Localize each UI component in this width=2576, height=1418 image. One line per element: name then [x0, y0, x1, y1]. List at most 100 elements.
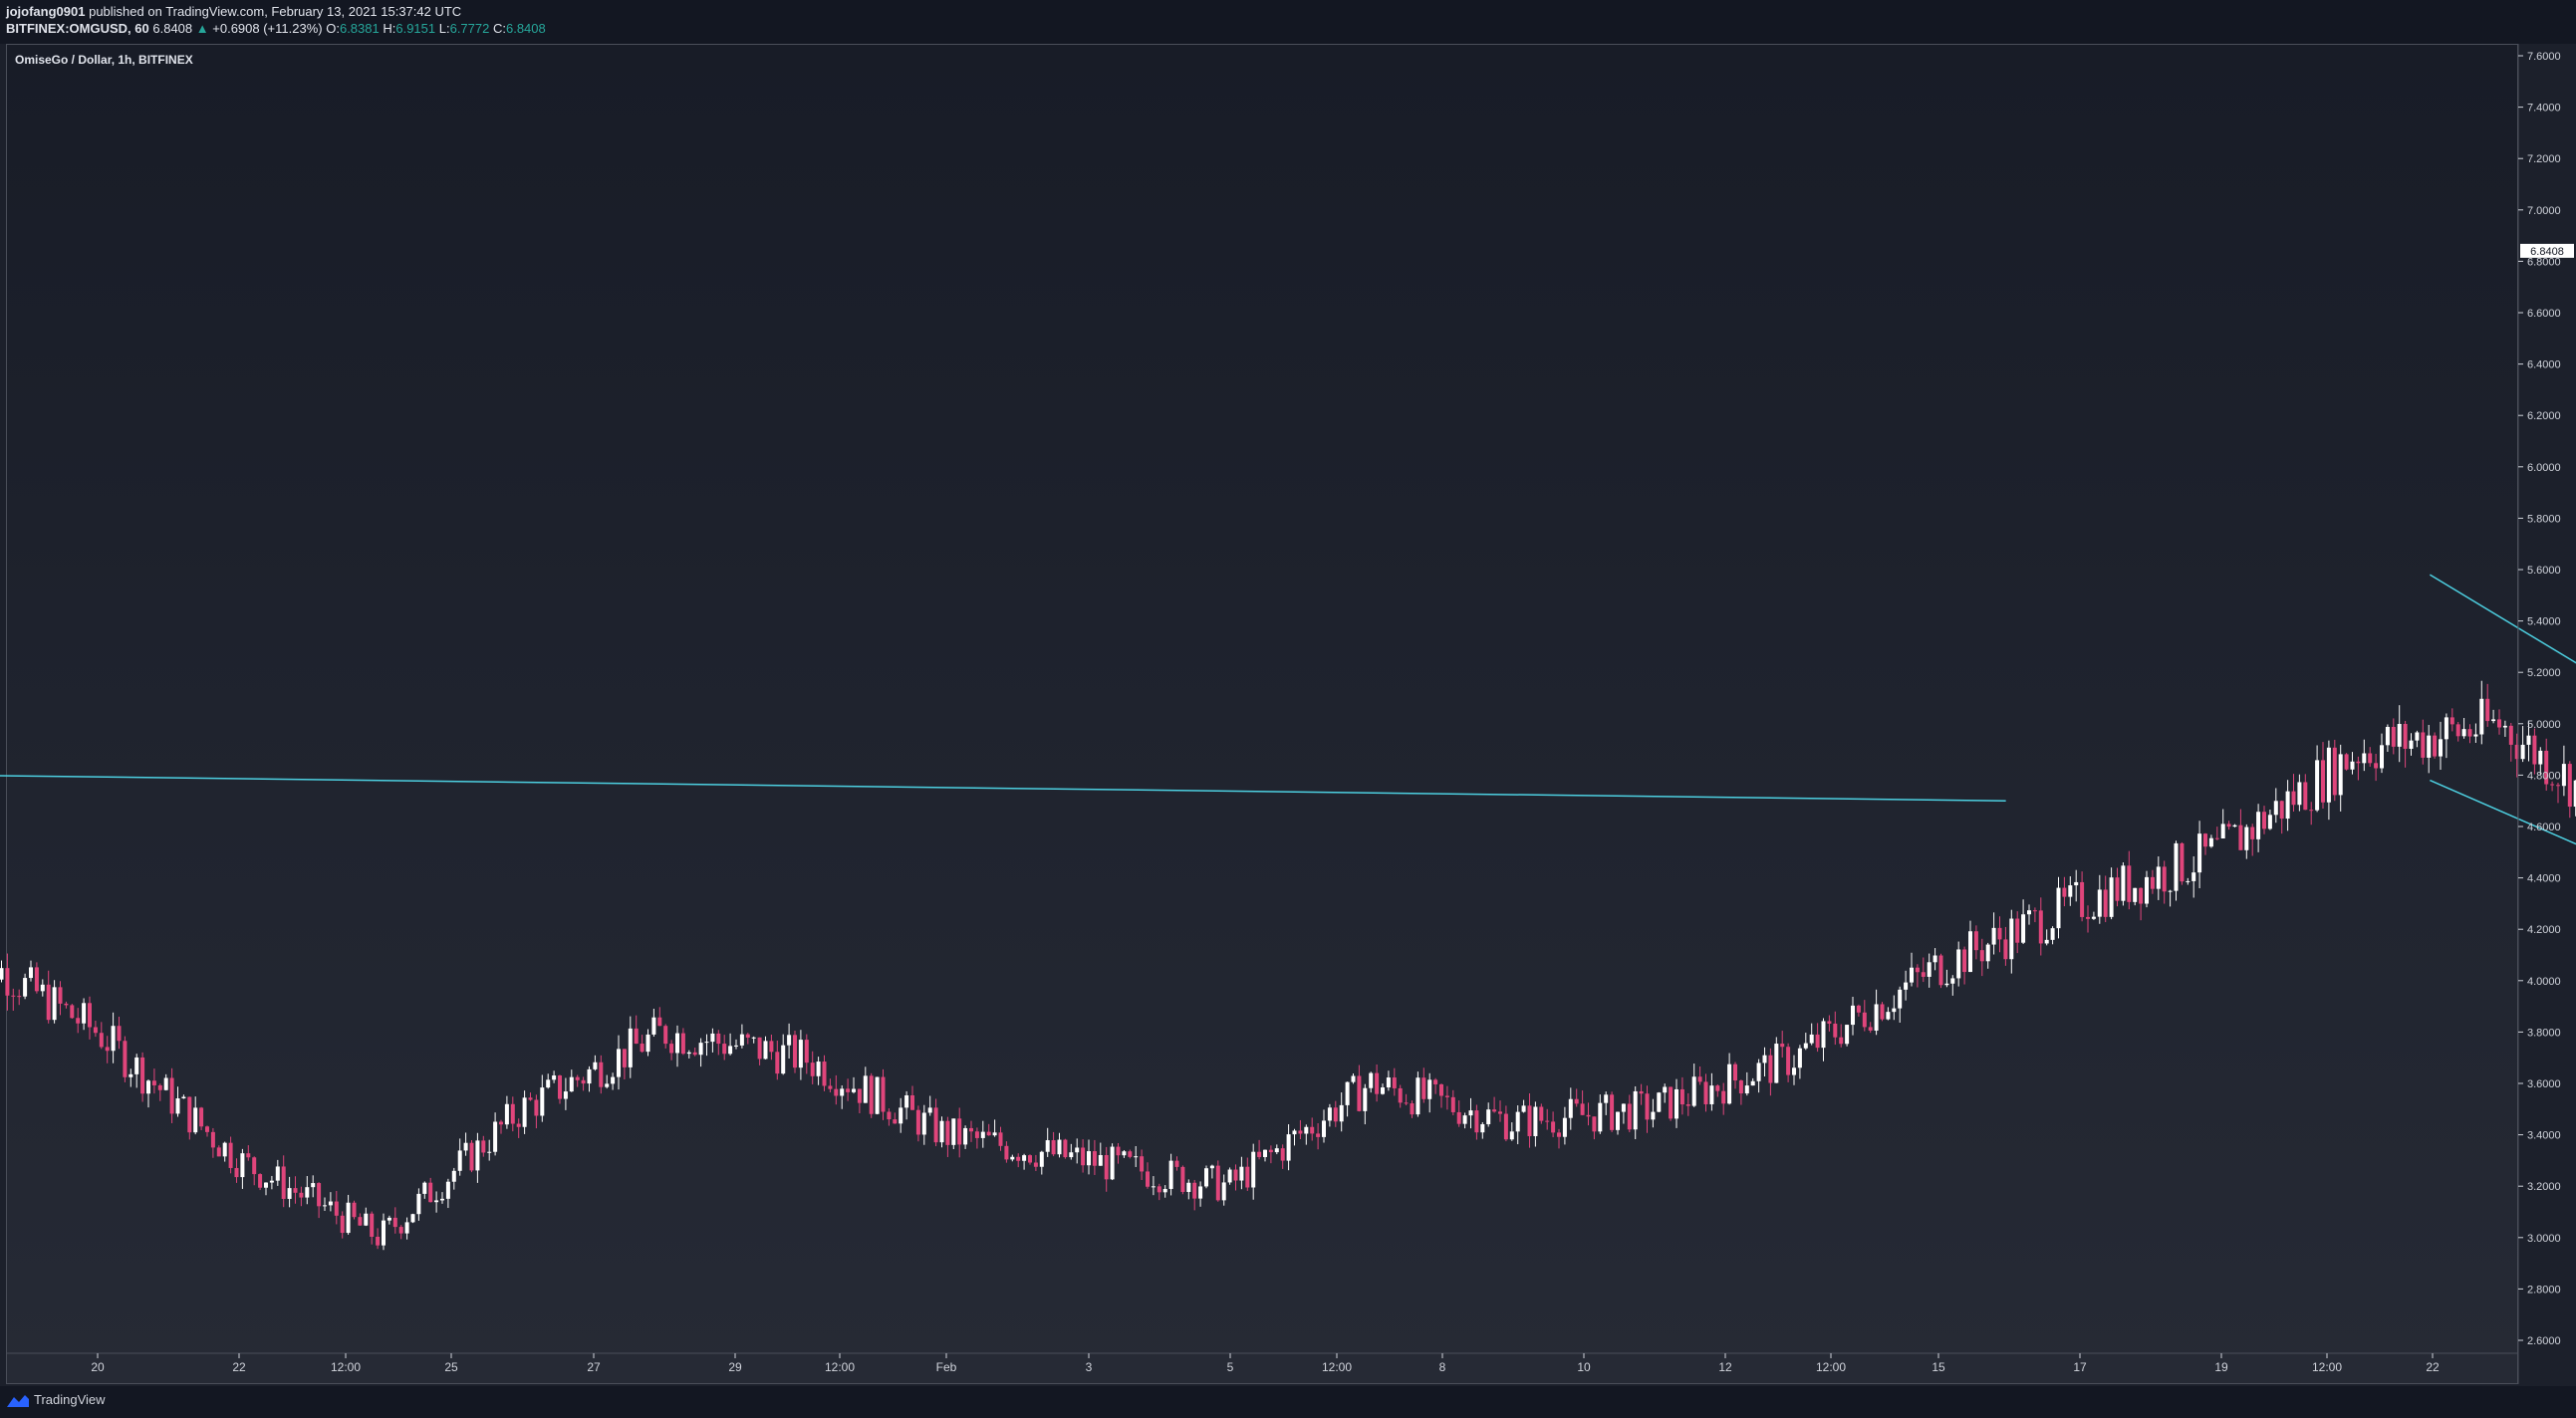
candle [569, 1069, 574, 1092]
candle-body [370, 1213, 375, 1237]
candle [1774, 1037, 1779, 1083]
time-tick-label: 17 [2073, 1360, 2087, 1374]
candle [2097, 874, 2102, 924]
candle [1768, 1048, 1773, 1096]
candle-body [2380, 745, 2384, 769]
candle [1057, 1132, 1062, 1158]
time-tick-label: 19 [2214, 1360, 2228, 1374]
candle [2520, 726, 2525, 763]
candle [1657, 1091, 1662, 1112]
price-tick-label: 6.8000 [2527, 256, 2561, 268]
candle [927, 1095, 932, 1116]
candle [1932, 948, 1937, 971]
candle [46, 970, 51, 1024]
candle [1381, 1083, 1385, 1095]
candle-body [969, 1127, 973, 1132]
candle-body [2003, 939, 2008, 960]
candle-body [1110, 1146, 1115, 1180]
candle [311, 1175, 316, 1198]
candle [1386, 1070, 1391, 1091]
candle-body [1351, 1075, 1356, 1082]
candle [370, 1211, 375, 1245]
time-axis[interactable]: 20 22 12:00 25 27 29 12:00 Feb 3 5 12:00 8 10 12 12:00… [6, 1352, 2518, 1374]
candle-body [710, 1033, 715, 1043]
price-tick-label: 6.4000 [2527, 359, 2561, 371]
candle-body [722, 1044, 727, 1055]
candle [58, 981, 63, 1016]
candle [546, 1073, 551, 1089]
price-chart[interactable]: 7.6000 7.4000 7.2000 7.0000 6.8000 6.6000 6.40… [0, 0, 2576, 1386]
candle-body [246, 1153, 251, 1158]
candle [822, 1055, 827, 1091]
candle [2197, 821, 2202, 888]
candle-body [93, 1027, 98, 1034]
price-tick-label: 5.4000 [2527, 616, 2561, 628]
tradingview-logo-icon[interactable] [6, 1393, 30, 1409]
candle [428, 1177, 433, 1203]
candle-body [1979, 950, 1984, 962]
candle-body [487, 1151, 492, 1153]
candle-body [58, 987, 63, 1004]
candle-body [2514, 744, 2519, 760]
candle-body [1357, 1075, 1362, 1111]
candle-body [1797, 1048, 1802, 1068]
candle [1257, 1139, 1262, 1160]
candle [1845, 1024, 1850, 1047]
candle [2262, 806, 2266, 834]
candle-body [1198, 1186, 1203, 1199]
candle-body [1162, 1188, 1167, 1193]
candle [445, 1178, 450, 1209]
candle [1551, 1111, 1556, 1138]
candle [1204, 1165, 1208, 1189]
candle-body [1174, 1160, 1179, 1167]
candle [34, 962, 39, 994]
candle [669, 1040, 674, 1061]
candle [640, 1035, 644, 1054]
time-tick-label: 5 [1227, 1360, 1234, 1374]
candle [980, 1120, 985, 1148]
candle-body [1268, 1149, 1273, 1153]
candle [2021, 899, 2026, 945]
candle [1833, 1011, 1838, 1046]
author-name[interactable]: jojofang0901 [6, 4, 86, 19]
candle [734, 1039, 738, 1050]
tradingview-brand[interactable]: TradingView [34, 1392, 106, 1407]
candle-body [1568, 1098, 1573, 1118]
candle [2291, 774, 2296, 813]
candle-body [1363, 1087, 1368, 1111]
candle [463, 1132, 468, 1156]
candle-body [1750, 1080, 1755, 1086]
candle-body [1691, 1076, 1696, 1106]
candle-body [781, 1045, 786, 1074]
candle-body [945, 1120, 950, 1145]
candle-body [1327, 1107, 1332, 1121]
price-axis[interactable]: 7.6000 7.4000 7.2000 7.0000 6.8000 6.6000 6.40… [2518, 51, 2561, 1347]
chart-pane[interactable] [6, 44, 2518, 1384]
candle [2091, 911, 2096, 920]
candle-body [921, 1112, 926, 1135]
price-change: +0.6908 (+11.23%) [212, 21, 323, 36]
candle [2009, 909, 2014, 974]
candle-body [745, 1034, 750, 1038]
candle-body [2508, 725, 2513, 745]
chart-legend: OmiseGo / Dollar, 1h, BITFINEX [15, 53, 193, 67]
candle-body [2397, 723, 2402, 747]
candle [1639, 1083, 1644, 1105]
candle-body [1498, 1111, 1502, 1114]
candle-body [99, 1033, 104, 1048]
candle [440, 1192, 444, 1204]
candle [2145, 870, 2149, 908]
candle-body [840, 1088, 845, 1096]
candle-body [2162, 866, 2167, 892]
candle [434, 1191, 439, 1213]
candle [1022, 1153, 1027, 1170]
candle [2427, 724, 2432, 774]
candle-body [728, 1046, 733, 1055]
candle-body [1927, 962, 1932, 977]
candle-body [1856, 1005, 1861, 1013]
candle [11, 988, 16, 1011]
candle [1498, 1100, 1502, 1122]
candle [781, 1034, 786, 1075]
candle-body [2338, 754, 2343, 796]
candle-body [1292, 1130, 1297, 1135]
